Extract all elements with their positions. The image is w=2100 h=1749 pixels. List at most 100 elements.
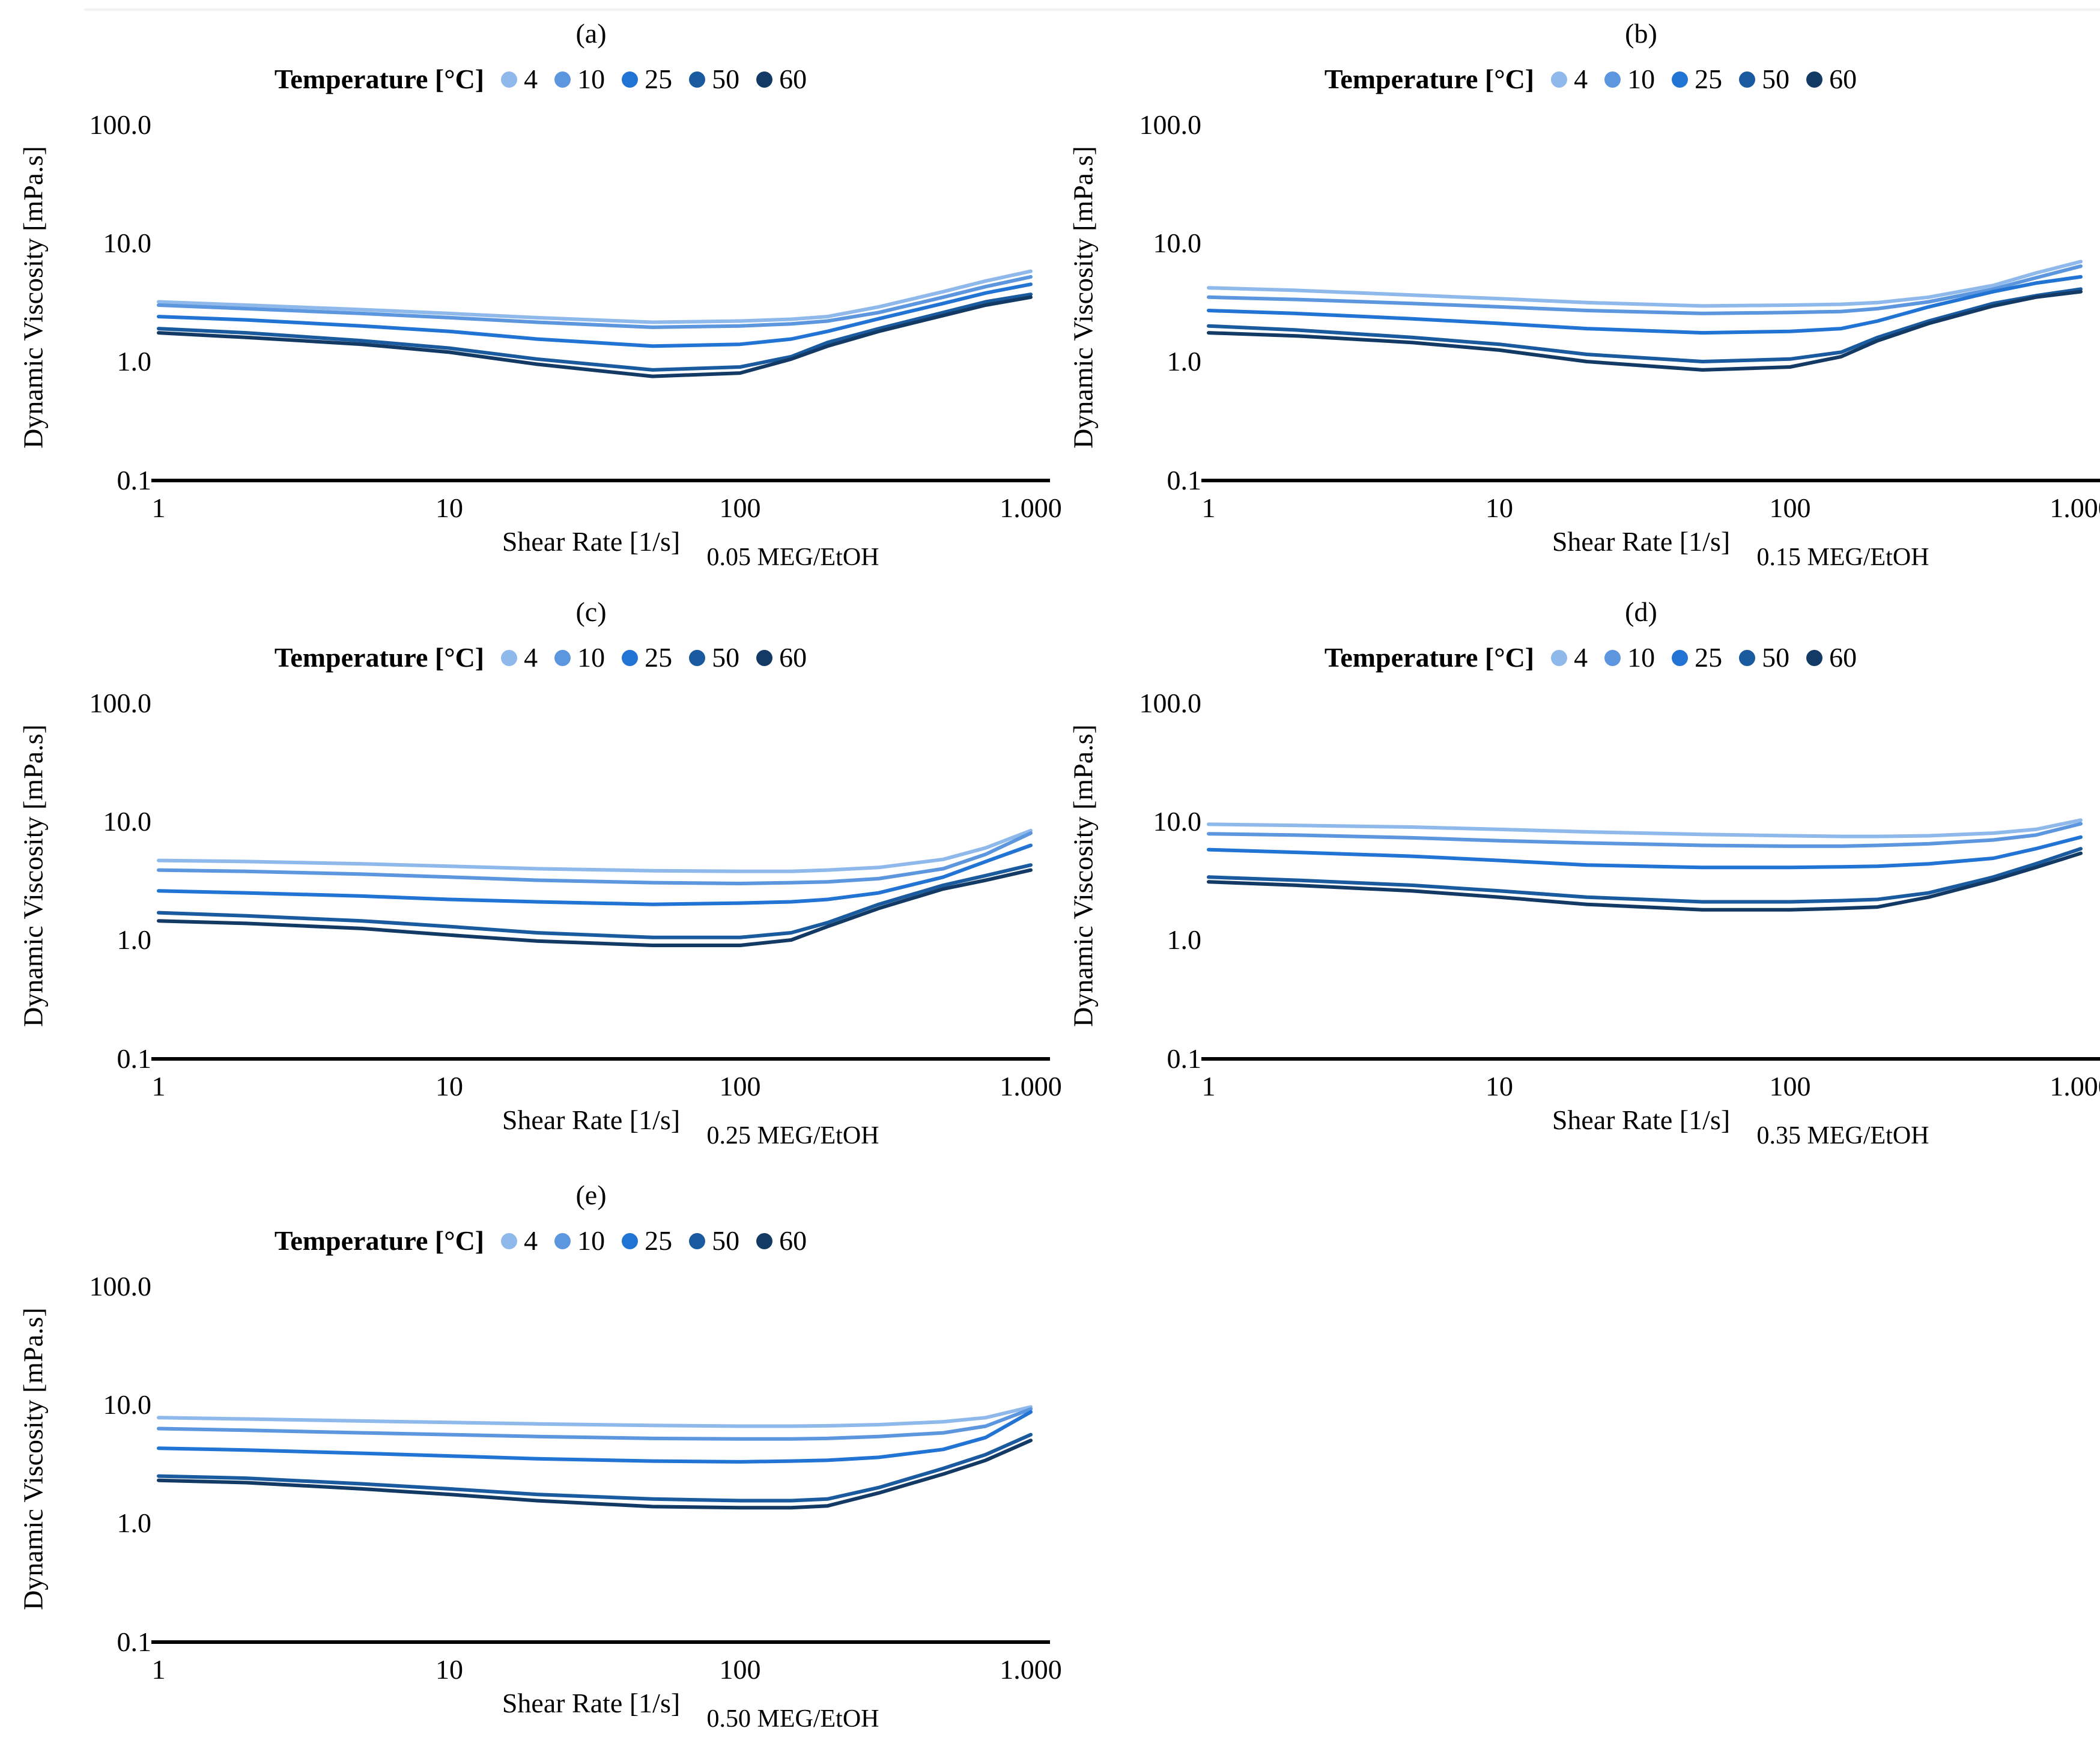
viscosity-curve-60C — [1207, 289, 2083, 372]
legend-entry: 4 — [501, 641, 538, 674]
viscosity-curve-10C — [1207, 822, 2083, 848]
x-tick-label-10: 10 — [1485, 493, 1513, 523]
legend-entry: 60 — [756, 62, 807, 96]
y-tick-label-10: 10.0 — [1153, 806, 1202, 837]
legend-entry-label: 10 — [1627, 642, 1655, 673]
legend-entry-label: 10 — [577, 642, 605, 673]
viscosity-curve-50C — [157, 293, 1033, 372]
x-tick-label-1000: 1.000 — [1000, 493, 1062, 523]
legend-dot-icon — [1672, 649, 1689, 666]
legend-entry-label: 4 — [1574, 642, 1588, 673]
legend-dot-icon — [1739, 649, 1756, 666]
legend-dot-icon — [756, 71, 773, 88]
legend-entry-label: 60 — [779, 64, 807, 94]
legend-dot-icon — [1551, 71, 1568, 88]
x-tick-label-1000: 1.000 — [2050, 1071, 2100, 1102]
viscosity-curve-4C — [1207, 818, 2083, 838]
legend-title: Temperature [°C] — [274, 642, 485, 673]
legend-entry-label: 50 — [1762, 642, 1790, 673]
legend-entry: 50 — [1739, 641, 1789, 674]
viscosity-panel: (d) Temperature [°C] 4 10 25 50 60 Dynamic V… — [1050, 578, 2100, 1166]
x-tick-label-1: 1 — [151, 1654, 166, 1685]
x-tick-label-100: 100 — [1769, 493, 1811, 523]
panel-letter: (e) — [575, 1180, 607, 1210]
plot-area — [157, 269, 1033, 378]
viscosity-curve-4C — [157, 1405, 1033, 1428]
viscosity-curve-60C — [157, 295, 1033, 378]
plot-area — [157, 828, 1033, 947]
legend-entry: 4 — [501, 62, 538, 96]
x-tick-label-100: 100 — [719, 1654, 761, 1685]
meg-etoh-ratio-label: 0.25 MEG/EtOH — [706, 1122, 879, 1150]
panel-letter: (c) — [575, 596, 607, 627]
legend-title: Temperature [°C] — [274, 64, 485, 94]
legend-entry: 50 — [689, 641, 739, 674]
legend-dot-icon — [501, 71, 518, 88]
legend-entry-label: 10 — [1627, 64, 1655, 94]
legend-dot-icon — [689, 1232, 706, 1249]
y-tick-label-0-1: 0.1 — [117, 1626, 152, 1657]
viscosity-panel: (c) Temperature [°C] 4 10 25 50 60 Dynamic V… — [0, 578, 1062, 1166]
legend-entry-label: 10 — [577, 64, 605, 94]
viscosity-curve-4C — [157, 828, 1033, 873]
x-tick-label-1000: 1.000 — [1000, 1654, 1062, 1685]
y-tick-label-10: 10.0 — [103, 806, 152, 837]
legend-dot-icon — [1604, 649, 1621, 666]
viscosity-curve-10C — [157, 831, 1033, 885]
viscosity-curve-25C — [157, 1410, 1033, 1464]
legend-entry: 25 — [1672, 641, 1722, 674]
viscosity-curve-4C — [157, 269, 1033, 324]
y-tick-label-1: 1.0 — [117, 346, 152, 377]
y-tick-label-100: 100.0 — [1139, 688, 1202, 718]
y-tick-label-10: 10.0 — [103, 228, 152, 258]
legend-entry-label: 4 — [1574, 64, 1588, 94]
legend-dot-icon — [1806, 71, 1823, 88]
legend-entry-label: 4 — [524, 1225, 538, 1256]
legend-entry: 10 — [1604, 641, 1655, 674]
legend-dot-icon — [554, 71, 571, 88]
x-tick-label-100: 100 — [719, 1071, 761, 1102]
x-tick-label-10: 10 — [1485, 1071, 1513, 1102]
plot-area — [157, 1405, 1033, 1510]
y-tick-label-0-1: 0.1 — [117, 465, 152, 496]
temperature-legend: Temperature [°C] 4 10 25 50 60 — [72, 641, 1009, 674]
x-tick-label-10: 10 — [435, 1071, 463, 1102]
viscosity-curve-4C — [1207, 259, 2083, 308]
plot-area — [1207, 818, 2083, 912]
x-axis-line — [151, 479, 1050, 482]
viscosity-curve-60C — [1207, 851, 2083, 912]
viscosity-curve-60C — [157, 1438, 1033, 1510]
meg-etoh-ratio-label: 0.35 MEG/EtOH — [1756, 1122, 1929, 1150]
legend-entry-label: 60 — [1829, 64, 1857, 94]
meg-etoh-ratio-label: 0.15 MEG/EtOH — [1756, 544, 1929, 571]
legend-entry-label: 25 — [1695, 64, 1723, 94]
x-tick-label-100: 100 — [719, 493, 761, 523]
y-tick-label-10: 10.0 — [1153, 228, 1202, 258]
legend-entry: 60 — [756, 1224, 807, 1258]
meg-etoh-ratio-label: 0.50 MEG/EtOH — [706, 1705, 879, 1733]
legend-entry: 10 — [554, 1224, 605, 1258]
viscosity-curve-25C — [157, 843, 1033, 906]
legend-entry: 25 — [622, 1224, 672, 1258]
legend-entry-label: 25 — [645, 1225, 673, 1256]
legend-entry: 60 — [756, 641, 807, 674]
legend-entry-label: 25 — [1695, 642, 1723, 673]
legend-dot-icon — [622, 649, 639, 666]
legend-entry: 50 — [1739, 62, 1789, 96]
legend-dot-icon — [1739, 71, 1756, 88]
panel-letter: (a) — [575, 18, 607, 49]
legend-entry-label: 50 — [712, 1225, 740, 1256]
legend-entry-label: 50 — [712, 642, 740, 673]
x-tick-label-100: 100 — [1769, 1071, 1811, 1102]
legend-dot-icon — [622, 71, 639, 88]
legend-title: Temperature [°C] — [1324, 64, 1535, 94]
y-axis-title: Dynamic Viscosity [mPa.s] — [17, 1308, 49, 1610]
x-tick-label-1: 1 — [1201, 493, 1216, 523]
panel-letter: (b) — [1625, 18, 1657, 49]
y-tick-label-100: 100.0 — [89, 109, 152, 140]
legend-title: Temperature [°C] — [274, 1225, 485, 1256]
temperature-legend: Temperature [°C] 4 10 25 50 60 — [1122, 641, 2059, 674]
legend-entry: 50 — [689, 62, 739, 96]
legend-dot-icon — [554, 649, 571, 666]
legend-entry-label: 4 — [524, 642, 538, 673]
